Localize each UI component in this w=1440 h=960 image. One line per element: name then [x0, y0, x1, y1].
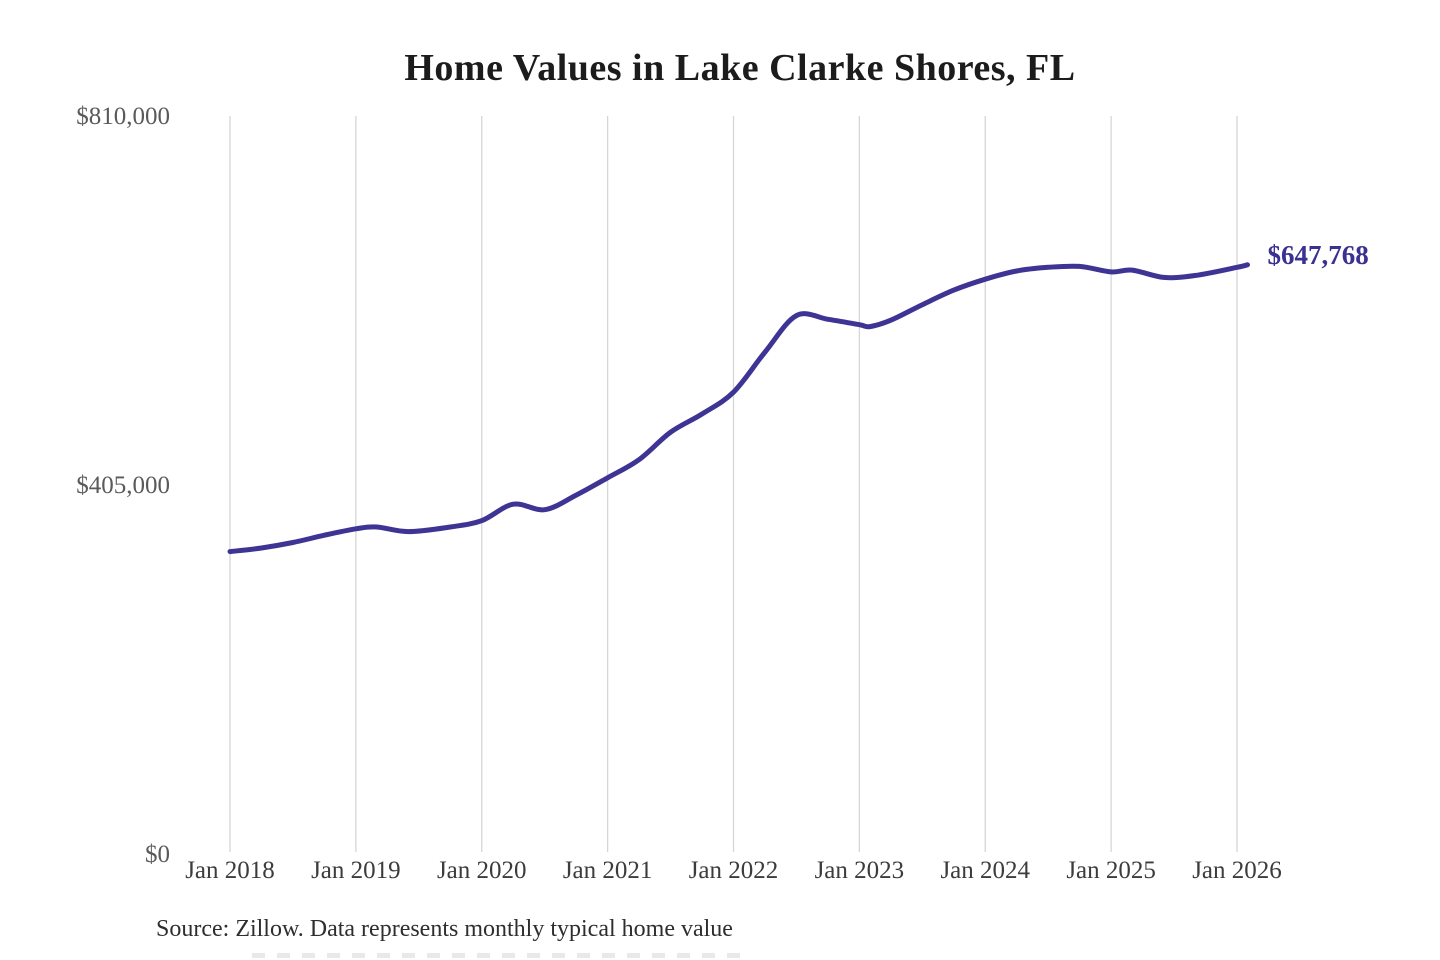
- cropped-text-artifact: [252, 953, 746, 958]
- x-tick-2020: Jan 2020: [436, 857, 527, 884]
- x-tick-2023: Jan 2023: [814, 857, 905, 884]
- x-tick-2022: Jan 2022: [688, 857, 779, 884]
- chart-title: Home Values in Lake Clarke Shores, FL: [404, 47, 1076, 89]
- source-note: Source: Zillow. Data represents monthly …: [156, 916, 733, 942]
- x-tick-2021: Jan 2021: [562, 857, 653, 884]
- x-tick-2019: Jan 2019: [311, 857, 401, 884]
- x-tick-2026: Jan 2026: [1192, 857, 1282, 884]
- x-tick-2024: Jan 2024: [940, 857, 1031, 884]
- y-tick-810000: $810,000: [76, 103, 170, 130]
- latest-value-label: $647,768: [1267, 239, 1369, 270]
- year-gridlines: [229, 116, 1238, 852]
- x-tick-2018: Jan 2018: [185, 857, 275, 884]
- y-tick-405000: $405,000: [76, 472, 170, 499]
- home-value-line: [227, 262, 1250, 555]
- y-tick-0: $0: [145, 841, 170, 868]
- x-tick-2025: Jan 2025: [1066, 857, 1156, 884]
